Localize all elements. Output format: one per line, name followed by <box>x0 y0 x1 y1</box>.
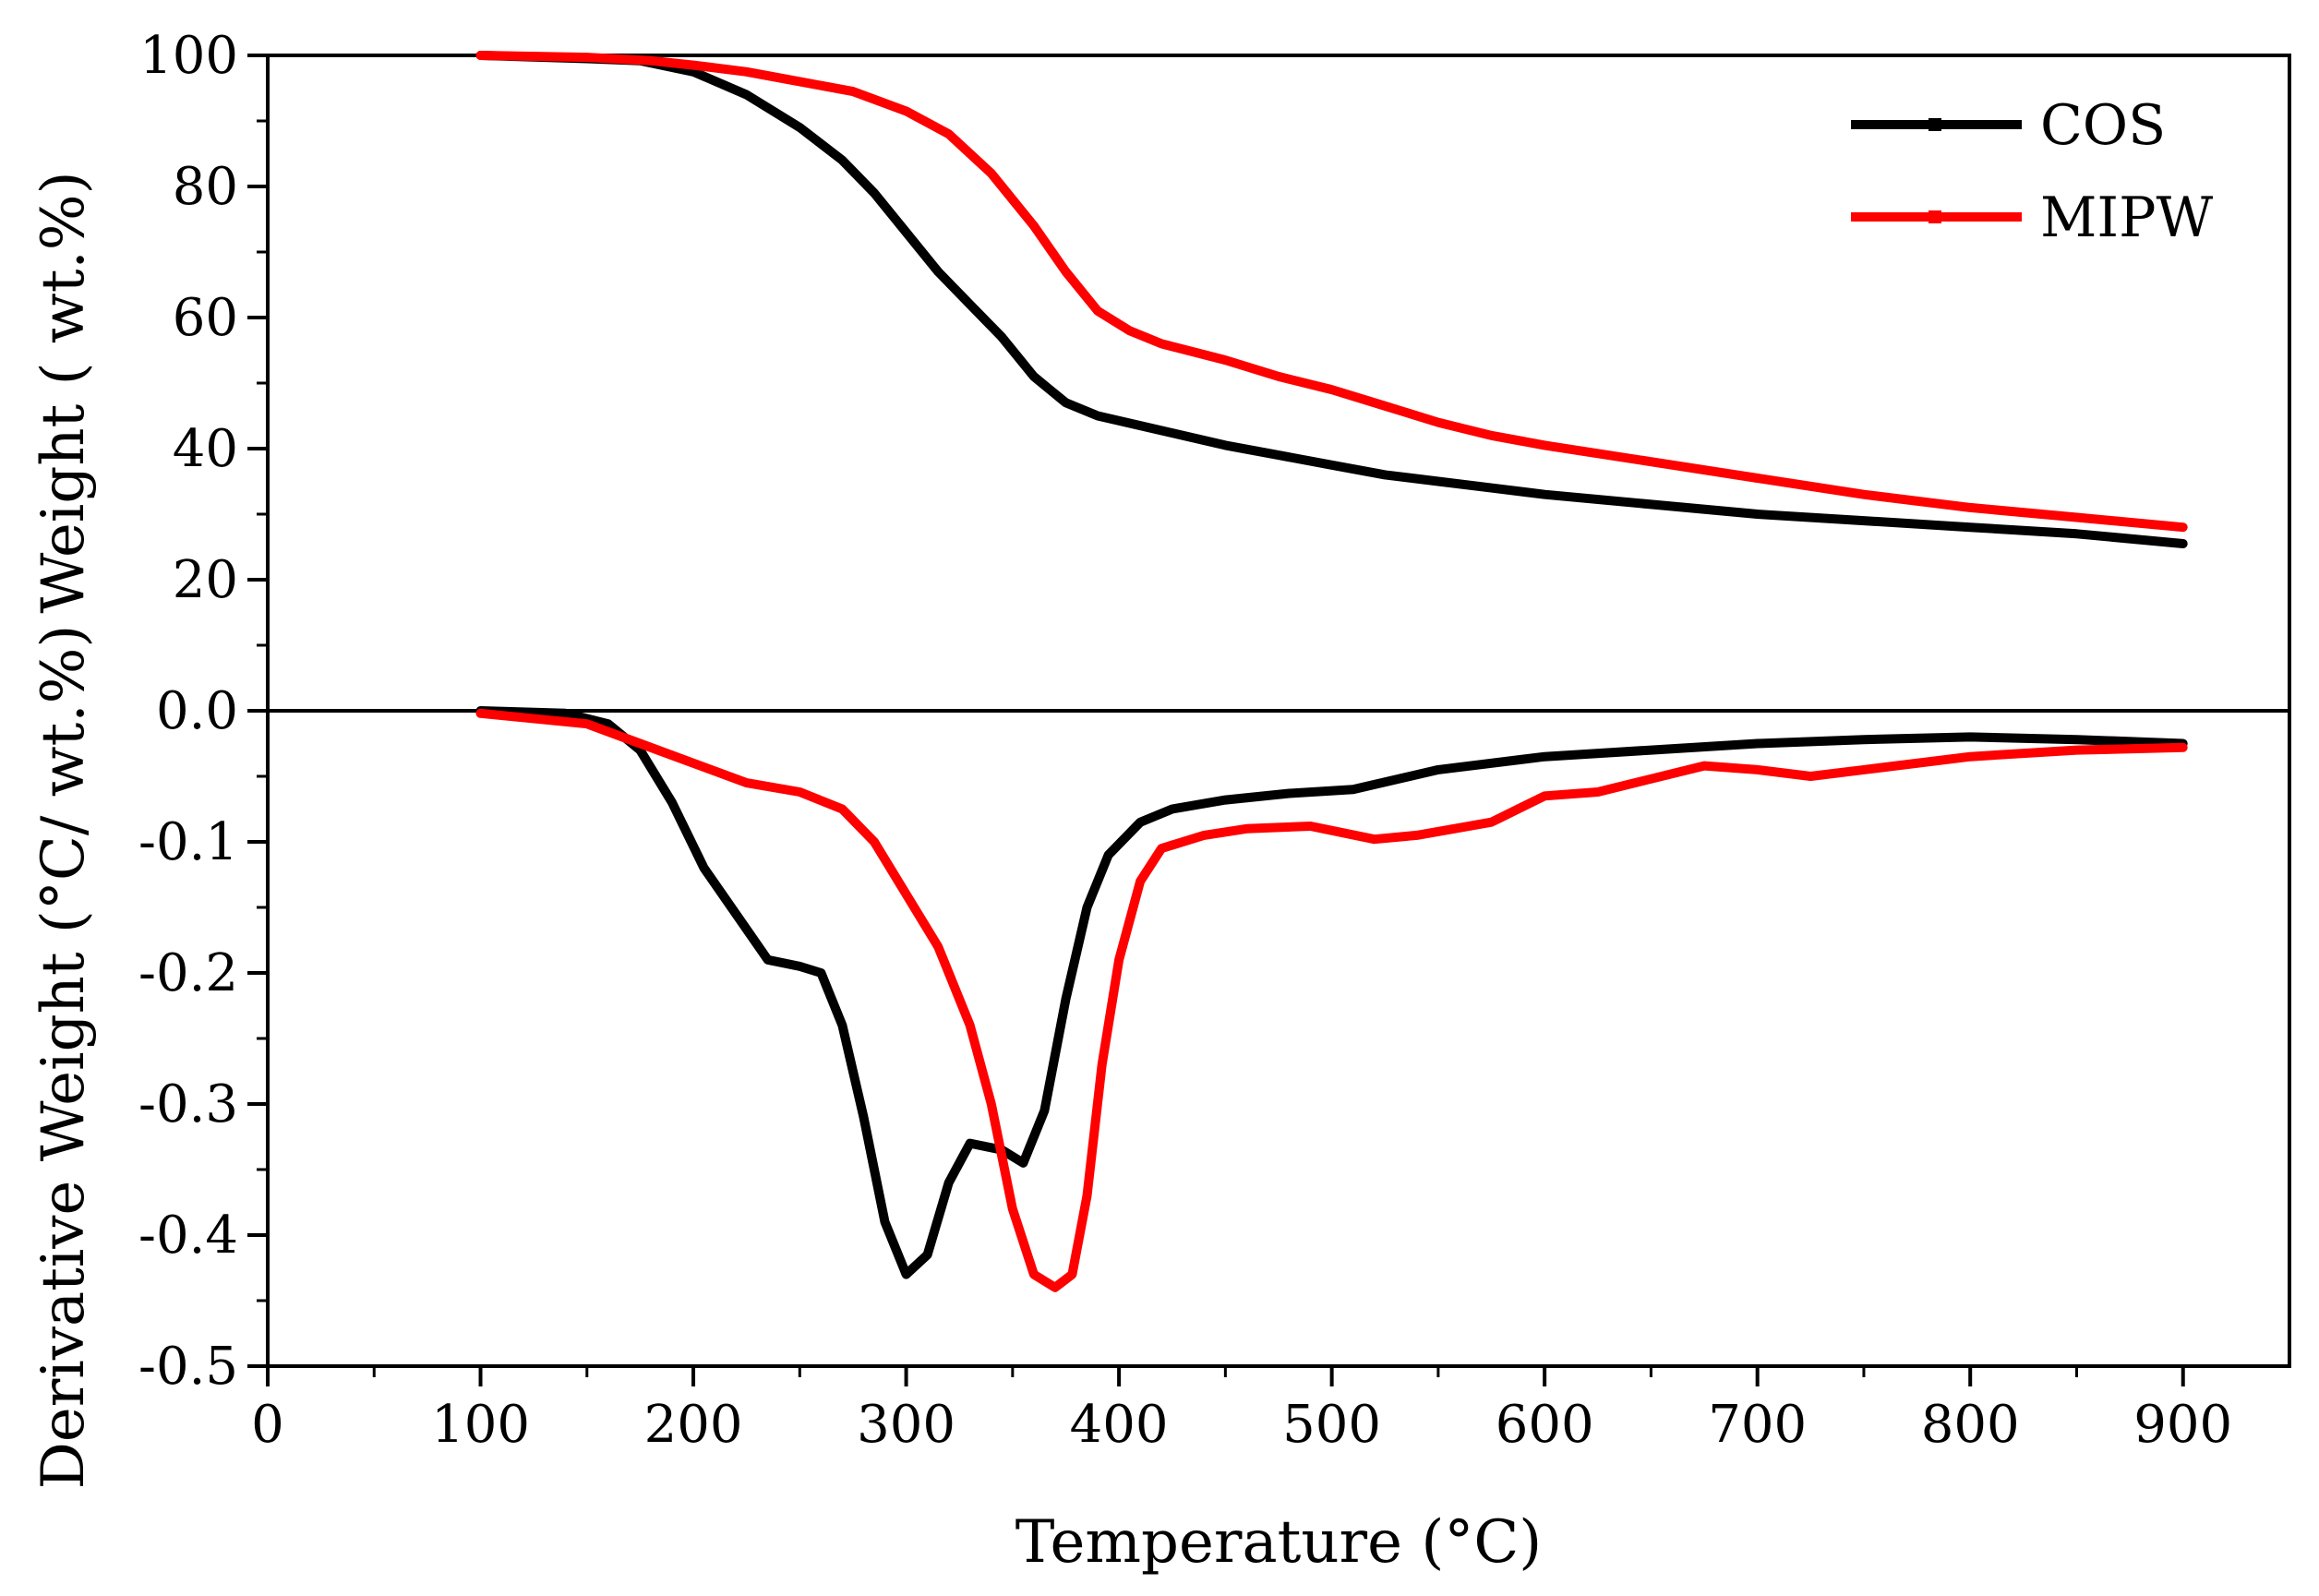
y-tick-label: -0.1 <box>138 812 238 872</box>
y-axis-derivative: -0.5 -0.4 -0.3 -0.2 -0.1 0.0 <box>138 681 268 1397</box>
series-line-tga-cos <box>475 51 2188 548</box>
legend: COS MIPW <box>1851 93 2214 250</box>
x-tick-label: 400 <box>1070 1395 1169 1455</box>
y-axis-title-derivative: Derivative Weight (°C/ wt.%) <box>30 625 98 1490</box>
y-tick-label: 80 <box>173 157 238 217</box>
x-tick-label: 900 <box>2133 1395 2232 1455</box>
y-tick-label: 0.0 <box>156 681 238 741</box>
x-axis: 0 100 200 300 400 500 600 700 800 900 <box>251 1366 2232 1455</box>
x-axis-title: Temperature (°C) <box>1015 1508 1543 1577</box>
series-layer <box>475 51 2188 1292</box>
y-tick-label: 60 <box>173 288 238 348</box>
x-tick-label: 100 <box>431 1395 530 1455</box>
y-tick-label: 100 <box>139 26 238 86</box>
x-tick-label: 800 <box>1921 1395 2020 1455</box>
series-line-dtg-mipw <box>475 708 2188 1292</box>
x-tick-label: 0 <box>251 1395 284 1455</box>
y-tick-label: 40 <box>173 419 238 479</box>
legend-label-mipw: MIPW <box>2040 186 2214 250</box>
y-tick-label: 20 <box>173 550 238 610</box>
legend-label-cos: COS <box>2040 93 2166 158</box>
x-tick-label: 700 <box>1708 1395 1807 1455</box>
x-tick-label: 500 <box>1282 1395 1381 1455</box>
x-tick-label: 300 <box>857 1395 955 1455</box>
series-line-tga-mipw <box>475 51 2188 533</box>
y-tick-label: -0.4 <box>138 1206 238 1266</box>
y-tick-label: -0.3 <box>138 1074 238 1134</box>
y-tick-label: -0.2 <box>138 943 238 1003</box>
legend-marker-cos <box>1928 118 1941 131</box>
legend-marker-mipw <box>1928 210 1941 223</box>
series-line-dtg-cos <box>475 706 2188 1279</box>
y-tick-label: -0.5 <box>138 1337 238 1397</box>
x-tick-label: 200 <box>644 1395 743 1455</box>
y-axis-weight: 20 40 60 80 100 <box>139 26 268 647</box>
x-tick-label: 600 <box>1496 1395 1594 1455</box>
y-axis-title-weight: Weight ( wt.%) <box>30 171 98 613</box>
